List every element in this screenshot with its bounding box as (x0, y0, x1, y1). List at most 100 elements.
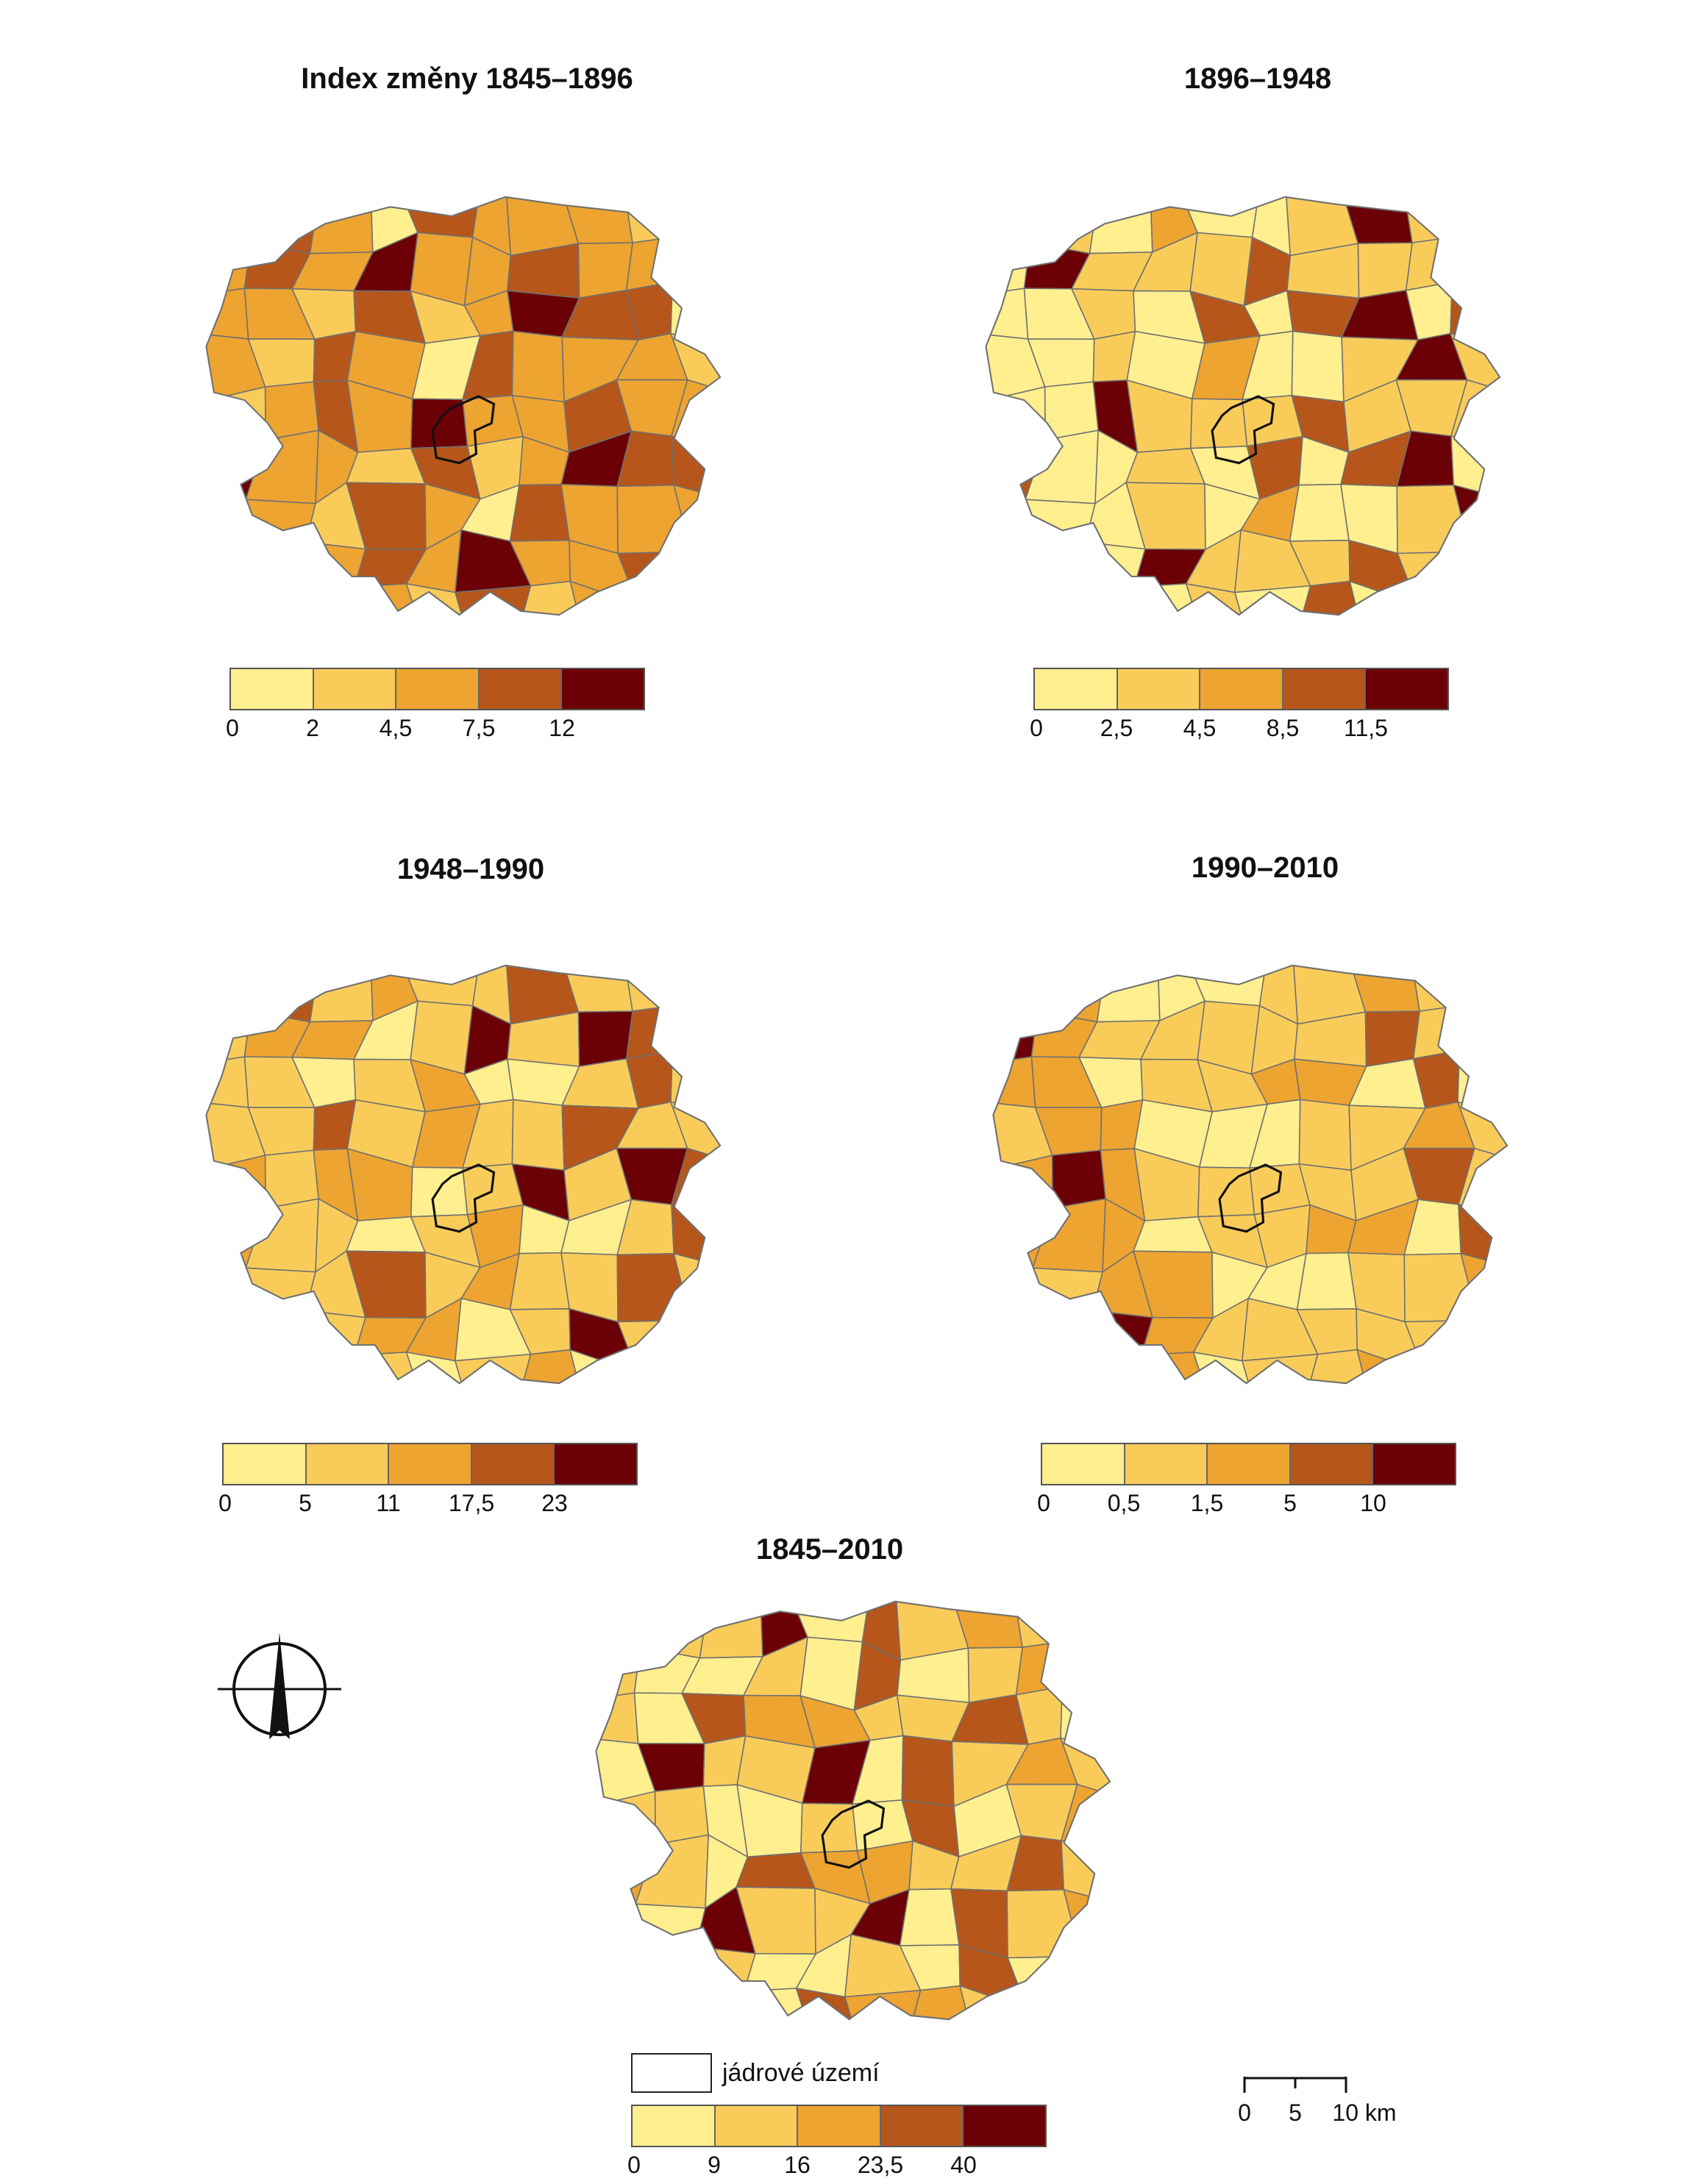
legend-break-2: 1,5 (1190, 1490, 1224, 1516)
municipality (1453, 484, 1500, 553)
municipality (695, 1990, 752, 2020)
legend-swatch-1 (715, 2106, 799, 2146)
legend-swatch-0 (633, 2106, 716, 2146)
municipality (509, 483, 570, 542)
legend-break-0: 0 (1030, 715, 1043, 741)
panel-title-1845-2010: 1845–2010 (755, 1533, 904, 1566)
municipality (1063, 1888, 1111, 1958)
municipality (238, 1363, 315, 1384)
municipality (206, 242, 252, 296)
municipality (1302, 1349, 1373, 1384)
municipality (1085, 585, 1142, 615)
municipality (959, 1985, 1028, 2020)
municipality (1403, 1319, 1479, 1374)
municipality (670, 965, 721, 1009)
municipality (206, 1302, 256, 1374)
municipality (680, 1362, 721, 1384)
legend-swatch-4 (964, 2106, 1045, 2146)
panel-title-1845-1896: Index změny 1845–1896 (301, 63, 633, 95)
choropleth-map-1948-1990 (205, 964, 722, 1385)
municipality (639, 1601, 710, 1659)
municipality (410, 1166, 469, 1218)
municipality (1190, 398, 1248, 449)
municipality (993, 1056, 1036, 1108)
municipality (616, 551, 692, 605)
legend-tick-labels: 0 0,5 1,5 5 10 (1037, 1490, 1456, 1519)
municipality (670, 1005, 721, 1052)
municipality (245, 499, 316, 554)
municipality (569, 580, 638, 615)
legend-swatch-4 (562, 669, 644, 709)
municipality (695, 1946, 756, 2001)
municipality (993, 1010, 1039, 1065)
municipality (1032, 1198, 1106, 1273)
municipality (616, 1319, 692, 1374)
municipality (1070, 1998, 1111, 2020)
municipality (206, 288, 249, 340)
legend-swatch-0 (231, 669, 314, 709)
region-outline (992, 964, 1509, 1385)
municipality (1197, 1166, 1256, 1218)
municipality (670, 196, 721, 240)
legend-1948-1990: 0 5 11 17,5 23 (218, 1443, 638, 1519)
municipality (577, 242, 633, 299)
municipality (1450, 196, 1500, 240)
municipality (1349, 580, 1418, 615)
legend-break-1: 0,5 (1107, 1490, 1141, 1516)
municipality (515, 1349, 586, 1384)
municipality (1011, 1998, 1082, 2020)
municipality (596, 1791, 656, 1850)
municipality (206, 965, 260, 1023)
municipality (305, 585, 363, 615)
legend-break-3: 17,5 (448, 1490, 495, 1516)
municipality (1092, 1354, 1150, 1384)
scale-bar: 0 5 10 km (1238, 2074, 1405, 2129)
municipality (699, 1601, 763, 1659)
municipality (1450, 237, 1500, 284)
legend-swatch-2 (1208, 1444, 1291, 1484)
legend-break-4: 40 (950, 2152, 977, 2178)
municipality (993, 1155, 1053, 1214)
municipality (515, 580, 586, 615)
legend-swatch-2 (389, 1444, 472, 1484)
municipality (670, 237, 721, 284)
region-outline (595, 1600, 1111, 2021)
municipality (509, 1252, 570, 1310)
municipality (206, 386, 266, 446)
municipality (673, 484, 721, 553)
municipality (1089, 196, 1153, 254)
municipality (1021, 541, 1094, 606)
scale-label-10km: 10 km (1332, 2099, 1397, 2126)
municipality (625, 1004, 673, 1060)
legend-tick-labels: 0 2 4,5 7,5 12 (226, 715, 645, 744)
choropleth-map-1896-1948 (985, 196, 1501, 616)
legend-swatch-3 (471, 1444, 555, 1484)
municipality (1025, 1363, 1102, 1384)
panel-title-1896-1948: 1896–1948 (1183, 63, 1332, 95)
legend-break-3: 7,5 (462, 715, 496, 741)
legend-swatch-3 (880, 2106, 964, 2146)
legend-1845-1896: 0 2 4,5 7,5 12 (226, 668, 645, 744)
municipality (249, 965, 320, 1023)
municipality (800, 1802, 858, 1854)
municipality (1460, 1252, 1508, 1321)
legend-break-2: 4,5 (379, 715, 413, 741)
municipality (1028, 1310, 1102, 1374)
choropleth-map-1845-1896 (205, 196, 722, 616)
legend-swatch-1 (1117, 669, 1201, 709)
municipality (241, 541, 315, 606)
municipality (1356, 1349, 1425, 1384)
municipality (1477, 1310, 1508, 1368)
region-outline (985, 196, 1501, 616)
municipality (986, 386, 1046, 446)
legend-1990-2010: 0 0,5 1,5 5 10 (1037, 1443, 1456, 1519)
municipality (1025, 429, 1099, 504)
municipality (1457, 965, 1508, 1009)
municipality (596, 1938, 646, 2010)
municipality (596, 2008, 633, 2020)
legend-break-2: 11 (376, 1490, 401, 1516)
municipality (1467, 1362, 1508, 1384)
municipality (1411, 965, 1467, 1013)
legend-color-bar (1033, 668, 1449, 710)
legend-break-1: 5 (299, 1490, 312, 1516)
